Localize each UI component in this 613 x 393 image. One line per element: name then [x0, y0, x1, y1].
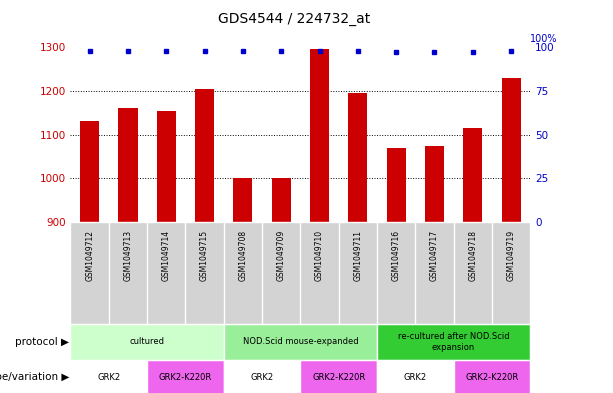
Text: GRK2: GRK2: [97, 373, 120, 382]
Bar: [463, 128, 482, 222]
Bar: [300, 360, 377, 393]
Bar: [272, 178, 291, 222]
Bar: [425, 145, 444, 222]
Text: GSM1049709: GSM1049709: [276, 230, 286, 281]
Text: GDS4544 / 224732_at: GDS4544 / 224732_at: [218, 12, 370, 26]
Bar: [234, 178, 253, 222]
Text: GSM1049714: GSM1049714: [162, 230, 171, 281]
Text: protocol ▶: protocol ▶: [15, 337, 69, 347]
Text: GRK2: GRK2: [251, 373, 273, 382]
Text: GSM1049717: GSM1049717: [430, 230, 439, 281]
Bar: [224, 360, 300, 393]
Bar: [195, 89, 214, 222]
Text: re-cultured after NOD.Scid
expansion: re-cultured after NOD.Scid expansion: [398, 332, 509, 352]
Bar: [70, 324, 224, 360]
Text: GRK2-K220R: GRK2-K220R: [312, 373, 365, 382]
Text: GSM1049713: GSM1049713: [123, 230, 132, 281]
Bar: [501, 78, 520, 222]
Text: GSM1049715: GSM1049715: [200, 230, 209, 281]
Bar: [454, 360, 530, 393]
Text: cultured: cultured: [129, 338, 165, 346]
Text: GSM1049712: GSM1049712: [85, 230, 94, 281]
Bar: [80, 121, 99, 222]
Bar: [310, 50, 329, 222]
Text: GSM1049711: GSM1049711: [353, 230, 362, 281]
Bar: [377, 360, 454, 393]
Text: GRK2: GRK2: [404, 373, 427, 382]
Text: 100%: 100%: [530, 34, 558, 44]
Text: GSM1049716: GSM1049716: [392, 230, 401, 281]
Text: NOD.Scid mouse-expanded: NOD.Scid mouse-expanded: [243, 338, 358, 346]
Text: GSM1049719: GSM1049719: [506, 230, 516, 281]
Text: genotype/variation ▶: genotype/variation ▶: [0, 372, 69, 382]
Bar: [348, 93, 367, 222]
Bar: [118, 108, 137, 222]
Bar: [224, 324, 377, 360]
Text: GSM1049708: GSM1049708: [238, 230, 248, 281]
Text: GRK2-K220R: GRK2-K220R: [465, 373, 519, 382]
Bar: [147, 360, 224, 393]
Text: GSM1049718: GSM1049718: [468, 230, 478, 281]
Text: GRK2-K220R: GRK2-K220R: [159, 373, 212, 382]
Bar: [70, 360, 147, 393]
Bar: [377, 324, 530, 360]
Bar: [387, 148, 406, 222]
Bar: [157, 110, 176, 222]
Text: GSM1049710: GSM1049710: [315, 230, 324, 281]
